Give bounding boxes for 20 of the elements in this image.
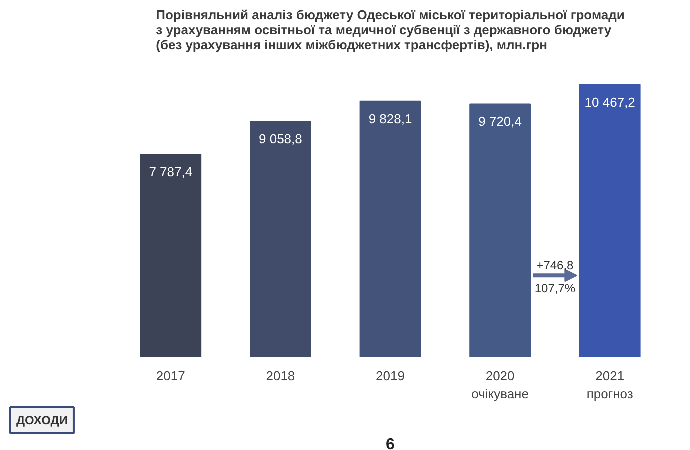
chart-title: Порівняльний аналіз бюджету Одеської міської територіальної громади з урахуванням освітньої та медичної субвенції з державного бюджету (без урахування інших міжбюджетних трансфертів), млн.грн — [156, 8, 625, 52]
bar — [470, 104, 531, 358]
x-tick-label: 2018 — [266, 368, 296, 384]
annotation: +746,8 — [536, 258, 574, 273]
bar — [140, 154, 202, 358]
data-label: 7 787,4 — [149, 164, 193, 180]
data-label: 9 828,1 — [368, 111, 412, 126]
data-label: 9 720,4 — [478, 114, 522, 130]
annotation: 107,7% — [534, 282, 576, 296]
data-label: 9 058,8 — [259, 131, 302, 146]
bar — [360, 100, 422, 358]
text: ДОХОДИ — [16, 414, 68, 428]
x-tick-label: 2017 — [156, 368, 186, 384]
x-tick-label: 2021 прогноз — [586, 368, 634, 402]
bar — [250, 120, 312, 358]
data-label: 10 467,2 — [584, 94, 636, 110]
x-tick-label: 2020 очікуване — [472, 368, 529, 402]
bar — [579, 84, 641, 358]
text: 6 — [386, 436, 396, 450]
x-tick-label: 2019 — [376, 368, 405, 384]
